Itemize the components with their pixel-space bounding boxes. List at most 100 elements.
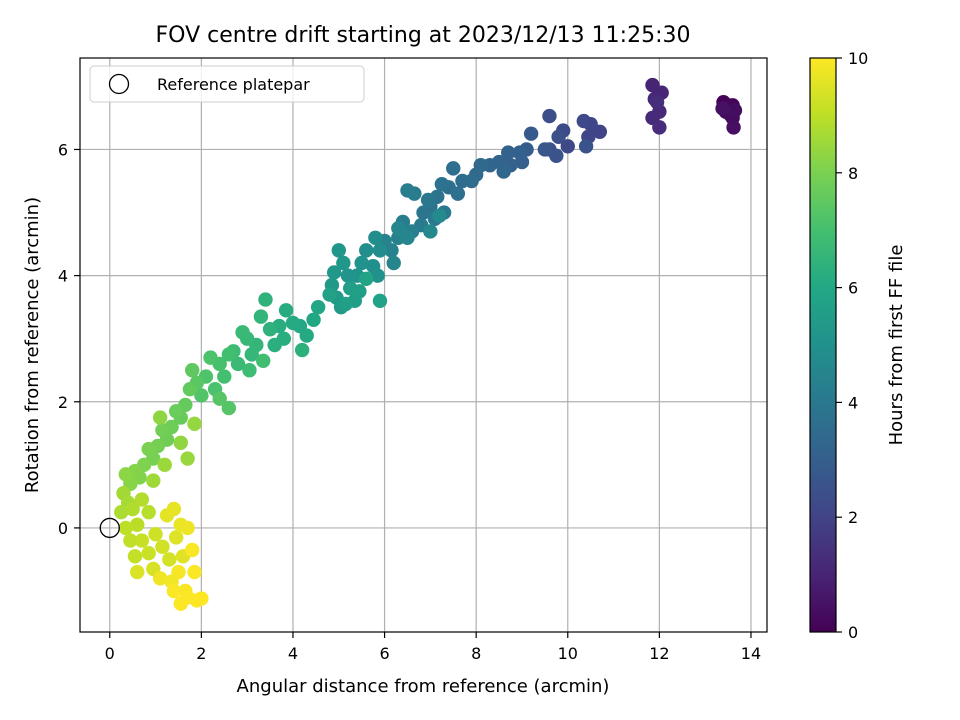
data-point bbox=[146, 473, 161, 488]
data-point bbox=[168, 530, 184, 545]
data-point bbox=[187, 564, 202, 580]
data-point bbox=[155, 422, 170, 438]
data-point bbox=[446, 161, 461, 176]
x-tick-label: 14 bbox=[741, 644, 761, 663]
data-point bbox=[262, 322, 278, 337]
data-point bbox=[217, 369, 232, 384]
data-point bbox=[578, 139, 594, 154]
data-point bbox=[185, 542, 200, 558]
legend: Reference platepar bbox=[89, 65, 365, 103]
data-point bbox=[649, 94, 665, 110]
data-point bbox=[148, 527, 163, 542]
data-point bbox=[235, 325, 250, 340]
legend-open-circle-icon bbox=[108, 73, 130, 95]
data-point bbox=[715, 101, 730, 116]
colorbar-tick-label: 10 bbox=[848, 49, 868, 68]
data-point bbox=[400, 230, 415, 245]
data-point bbox=[125, 501, 140, 517]
data-point bbox=[173, 596, 188, 611]
data-point bbox=[576, 113, 591, 129]
grid bbox=[80, 58, 767, 632]
data-point bbox=[726, 120, 741, 135]
data-point bbox=[294, 342, 310, 358]
data-point bbox=[455, 173, 470, 189]
data-point bbox=[127, 549, 143, 564]
data-point bbox=[185, 363, 200, 378]
data-point bbox=[157, 457, 172, 473]
data-point bbox=[180, 520, 195, 536]
data-point bbox=[652, 120, 667, 135]
colorbar-tick-label: 2 bbox=[848, 508, 858, 527]
data-point bbox=[212, 391, 227, 406]
colorbar-tick-label: 6 bbox=[848, 279, 858, 298]
data-point bbox=[340, 268, 356, 283]
data-point bbox=[359, 271, 374, 286]
data-point bbox=[130, 564, 145, 580]
data-point bbox=[194, 388, 209, 403]
data-point bbox=[416, 205, 431, 220]
data-point bbox=[512, 145, 527, 160]
data-point bbox=[423, 224, 438, 239]
data-point bbox=[537, 142, 553, 157]
data-point bbox=[727, 103, 743, 118]
data-point bbox=[244, 347, 259, 362]
data-point bbox=[450, 186, 466, 201]
data-point bbox=[180, 451, 195, 466]
y-axis-label: Rotation from reference (arcmin) bbox=[22, 197, 43, 493]
data-point bbox=[306, 312, 321, 327]
data-point bbox=[141, 441, 156, 457]
legend-label: Reference platepar bbox=[157, 75, 310, 94]
data-point bbox=[221, 347, 237, 362]
x-tick-label: 10 bbox=[558, 644, 578, 663]
colorbar-frame bbox=[809, 57, 837, 633]
x-tick-label: 4 bbox=[288, 644, 298, 663]
colorbar-tick-label: 8 bbox=[848, 164, 858, 183]
data-point bbox=[230, 356, 246, 372]
legend-box bbox=[89, 65, 365, 103]
chart-title: FOV centre drift starting at 2023/12/13 … bbox=[156, 23, 691, 48]
data-point bbox=[501, 145, 516, 160]
data-point bbox=[134, 533, 150, 548]
data-point bbox=[336, 255, 351, 271]
data-point bbox=[523, 126, 539, 141]
data-point bbox=[322, 287, 337, 302]
data-point bbox=[400, 183, 415, 198]
data-point bbox=[331, 243, 346, 258]
data-point bbox=[352, 284, 367, 299]
data-point bbox=[187, 416, 202, 432]
data-point bbox=[118, 467, 133, 482]
data-point bbox=[370, 268, 385, 283]
colorbar: 0 2 4 6 8 10 Hours from first FF file bbox=[809, 49, 907, 642]
data-point bbox=[242, 363, 257, 378]
data-point bbox=[278, 303, 294, 318]
data-point bbox=[155, 539, 170, 555]
data-point bbox=[134, 492, 150, 507]
colorbar-ticks: 0 2 4 6 8 10 bbox=[836, 49, 868, 642]
colorbar-gradient bbox=[810, 58, 836, 632]
data-point bbox=[432, 208, 447, 223]
data-point bbox=[123, 533, 138, 548]
data-point bbox=[549, 148, 564, 163]
data-point bbox=[194, 591, 209, 606]
y-tick-label: 4 bbox=[58, 267, 68, 286]
data-point bbox=[166, 583, 182, 599]
data-point bbox=[372, 293, 388, 309]
data-point bbox=[326, 265, 342, 280]
data-point bbox=[551, 129, 566, 145]
x-tick-label: 8 bbox=[471, 644, 481, 663]
data-point bbox=[130, 517, 145, 532]
data-point bbox=[182, 381, 198, 397]
data-point bbox=[310, 299, 326, 315]
data-point bbox=[368, 230, 383, 245]
data-point bbox=[542, 108, 557, 124]
reference-platepar-marker bbox=[99, 517, 120, 539]
data-point bbox=[560, 139, 575, 154]
data-point bbox=[171, 564, 186, 580]
x-axis-ticks: 0 2 4 6 8 10 12 14 bbox=[105, 632, 761, 663]
data-point bbox=[118, 520, 133, 536]
y-axis-ticks: 0 2 4 6 bbox=[58, 140, 80, 538]
x-tick-label: 12 bbox=[649, 644, 669, 663]
data-point bbox=[299, 328, 314, 343]
data-point bbox=[114, 504, 129, 520]
data-points bbox=[99, 77, 743, 611]
